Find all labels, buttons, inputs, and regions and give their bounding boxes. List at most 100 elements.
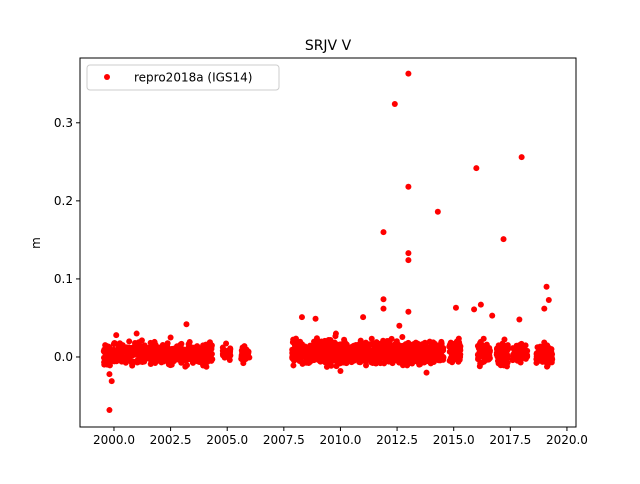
- data-point: [106, 371, 113, 378]
- data-point: [388, 335, 395, 342]
- y-tick-label: 0.1: [54, 272, 73, 286]
- data-point: [186, 348, 193, 355]
- data-point: [106, 407, 113, 414]
- data-point: [412, 354, 419, 361]
- data-point: [399, 333, 406, 340]
- x-tick-label: 2020.0: [546, 433, 588, 447]
- data-point: [423, 358, 430, 365]
- legend-marker: [104, 74, 110, 80]
- data-point: [457, 343, 464, 350]
- data-point: [111, 340, 118, 347]
- data-point: [122, 353, 129, 360]
- data-point: [434, 208, 441, 215]
- data-point: [449, 357, 456, 364]
- data-point: [324, 355, 331, 362]
- data-point: [391, 101, 398, 108]
- data-point: [518, 340, 525, 347]
- data-point: [386, 349, 393, 356]
- data-point: [412, 345, 419, 352]
- data-point: [429, 353, 436, 360]
- data-point: [311, 338, 318, 345]
- x-tick-label: 2002.5: [150, 433, 192, 447]
- data-point: [110, 347, 117, 354]
- data-point: [514, 346, 521, 353]
- data-point: [308, 357, 315, 364]
- data-point: [366, 341, 373, 348]
- data-point: [428, 341, 435, 348]
- data-point: [167, 351, 174, 358]
- data-point: [499, 340, 506, 347]
- data-point: [437, 357, 444, 364]
- data-point: [380, 229, 387, 236]
- data-points: [100, 70, 556, 414]
- data-point: [238, 347, 245, 354]
- data-point: [101, 361, 108, 368]
- x-tick-label: 2010.0: [319, 433, 361, 447]
- data-point: [128, 358, 135, 365]
- data-point: [405, 257, 412, 264]
- chart-title: SRJV V: [305, 38, 352, 54]
- data-point: [151, 339, 158, 346]
- data-point: [394, 341, 401, 348]
- data-point: [368, 354, 375, 361]
- legend-label: repro2018a (IGS14): [134, 71, 252, 85]
- data-point: [541, 339, 548, 346]
- data-point: [541, 305, 548, 312]
- data-point: [376, 357, 383, 364]
- data-point: [327, 361, 334, 368]
- data-point: [161, 346, 168, 353]
- data-point: [173, 347, 180, 354]
- data-point: [227, 347, 234, 354]
- data-point: [138, 337, 145, 344]
- data-point: [298, 357, 305, 364]
- y-axis: 0.0 0.1 0.2 0.3: [54, 116, 80, 364]
- x-tick-label: 2015.0: [433, 433, 475, 447]
- data-point: [438, 340, 445, 347]
- legend: repro2018a (IGS14): [86, 64, 280, 91]
- data-point: [504, 347, 511, 354]
- data-point: [452, 304, 459, 311]
- data-point: [483, 352, 490, 359]
- data-point: [297, 353, 304, 360]
- data-point: [148, 349, 155, 356]
- data-point: [544, 350, 551, 357]
- data-point: [500, 354, 507, 361]
- data-point: [141, 349, 148, 356]
- data-point: [337, 368, 344, 375]
- data-point: [312, 315, 319, 322]
- data-point: [394, 354, 401, 361]
- data-point: [418, 351, 425, 358]
- data-point: [291, 349, 298, 356]
- data-point: [332, 349, 339, 356]
- data-point: [345, 357, 352, 364]
- data-point: [387, 354, 394, 361]
- data-point: [475, 354, 482, 361]
- data-point: [223, 340, 230, 347]
- data-point: [166, 356, 173, 363]
- data-point: [219, 347, 226, 354]
- data-point: [396, 322, 403, 329]
- data-point: [241, 343, 248, 350]
- data-point: [360, 314, 367, 321]
- data-point: [358, 345, 365, 352]
- data-point: [544, 363, 551, 370]
- x-tick-label: 2017.5: [489, 433, 531, 447]
- data-point: [523, 349, 530, 356]
- data-point: [449, 351, 456, 358]
- data-point: [489, 312, 496, 319]
- data-point: [400, 347, 407, 354]
- data-point: [204, 343, 211, 350]
- data-point: [540, 346, 547, 353]
- data-point: [380, 296, 387, 303]
- data-point: [149, 359, 156, 366]
- data-point: [548, 358, 555, 365]
- plot-frame: [79, 57, 577, 428]
- data-point: [317, 346, 324, 353]
- legend-box: [86, 64, 280, 91]
- data-point: [168, 345, 175, 352]
- data-point: [204, 351, 211, 358]
- data-point: [199, 351, 206, 358]
- data-point: [107, 357, 114, 364]
- data-point: [471, 306, 478, 313]
